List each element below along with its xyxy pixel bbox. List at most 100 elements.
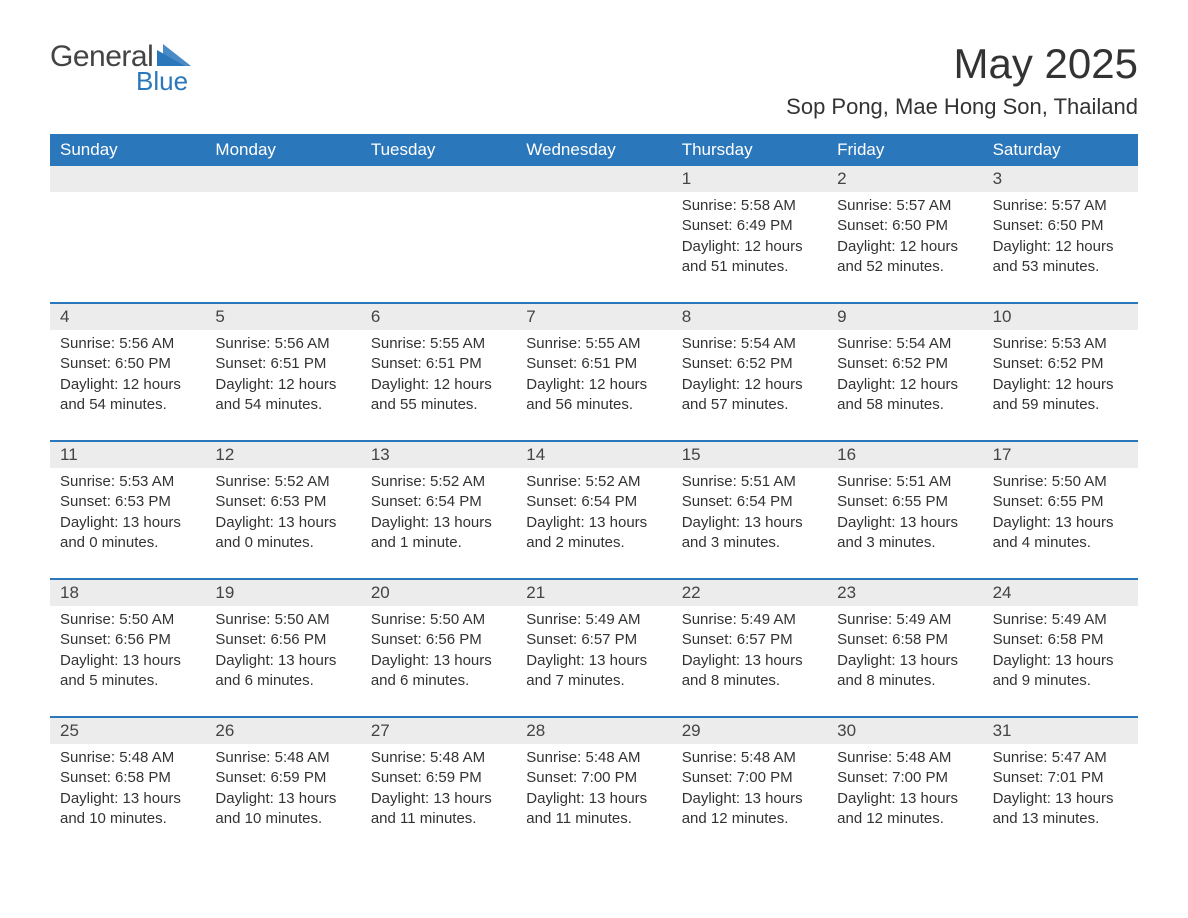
sunrise-line: Sunrise: 5:57 AM — [993, 196, 1128, 216]
daylight-line: Daylight: 13 hours and 5 minutes. — [60, 651, 195, 692]
daylight-line: Daylight: 13 hours and 2 minutes. — [526, 513, 661, 554]
logo: General Blue — [50, 40, 191, 97]
daylight-line: Daylight: 12 hours and 57 minutes. — [682, 375, 817, 416]
daynum-cell: 19 — [205, 580, 360, 606]
header: General Blue May 2025 Sop Pong, Mae Hong… — [50, 40, 1138, 120]
title-block: May 2025 Sop Pong, Mae Hong Son, Thailan… — [786, 40, 1138, 120]
day-cell: Sunrise: 5:58 AMSunset: 6:49 PMDaylight:… — [672, 192, 827, 288]
day-cell: Sunrise: 5:49 AMSunset: 6:57 PMDaylight:… — [516, 606, 671, 702]
daynum-band: 25262728293031 — [50, 718, 1138, 744]
daylight-line: Daylight: 13 hours and 1 minute. — [371, 513, 506, 554]
sunset-line: Sunset: 6:54 PM — [371, 492, 506, 512]
day-cell: Sunrise: 5:49 AMSunset: 6:58 PMDaylight:… — [827, 606, 982, 702]
daynum-band: 123 — [50, 166, 1138, 192]
day-cell: Sunrise: 5:48 AMSunset: 7:00 PMDaylight:… — [516, 744, 671, 840]
daynum-cell: 10 — [983, 304, 1138, 330]
sunrise-line: Sunrise: 5:52 AM — [526, 472, 661, 492]
week-row: 45678910Sunrise: 5:56 AMSunset: 6:50 PMD… — [50, 302, 1138, 426]
sunrise-line: Sunrise: 5:49 AM — [526, 610, 661, 630]
daynum-cell: 16 — [827, 442, 982, 468]
daylight-line: Daylight: 12 hours and 54 minutes. — [215, 375, 350, 416]
logo-blue-text: Blue — [136, 66, 188, 97]
sunrise-line: Sunrise: 5:48 AM — [526, 748, 661, 768]
day-cell: Sunrise: 5:51 AMSunset: 6:54 PMDaylight:… — [672, 468, 827, 564]
sunrise-line: Sunrise: 5:50 AM — [371, 610, 506, 630]
daynum-cell: 9 — [827, 304, 982, 330]
sunrise-line: Sunrise: 5:47 AM — [993, 748, 1128, 768]
week-row: 25262728293031 Sunrise: 5:48 AM Sunset: 6:… — [50, 716, 1138, 840]
daylight-line: Daylight: 13 hours and 13 minutes. — [993, 789, 1128, 830]
content-row: Sunrise: 5:53 AMSunset: 6:53 PM Daylight:… — [50, 468, 1138, 564]
day-cell: Sunrise: 5:50 AMSunset: 6:56 PMDaylight:… — [361, 606, 516, 702]
daynum-cell: 31 — [983, 718, 1138, 744]
day-cell: Sunrise: 5:47 AMSunset: 7:01 PMDaylight:… — [983, 744, 1138, 840]
daynum-cell — [361, 166, 516, 192]
daynum-band: 18192021222324 — [50, 580, 1138, 606]
day-cell: Sunrise: 5:49 AMSunset: 6:57 PMDaylight:… — [672, 606, 827, 702]
day-cell: Sunrise: 5:48 AMSunset: 7:00 PMDaylight:… — [672, 744, 827, 840]
dow-header-row: Sunday Monday Tuesday Wednesday Thursday… — [50, 134, 1138, 166]
daynum-cell: 3 — [983, 166, 1138, 192]
dow-cell: Thursday — [672, 134, 827, 166]
daynum-cell: 28 — [516, 718, 671, 744]
sunset-line: Sunset: 6:50 PM — [60, 354, 195, 374]
daylight-line: Daylight: 12 hours and 51 minutes. — [682, 237, 817, 278]
daynum-cell: 17 — [983, 442, 1138, 468]
dow-cell: Friday — [827, 134, 982, 166]
day-cell: Sunrise: 5:55 AMSunset: 6:51 PMDaylight:… — [516, 330, 671, 426]
sunset-line: Sunset: 6:55 PM — [837, 492, 972, 512]
daynum-cell: 15 — [672, 442, 827, 468]
daynum-cell: 24 — [983, 580, 1138, 606]
daylight-line: Daylight: 13 hours and 0 minutes. — [215, 513, 350, 554]
sunset-line: Sunset: 6:50 PM — [993, 216, 1128, 236]
sunrise-line: Sunrise: 5:54 AM — [837, 334, 972, 354]
sunrise-line: Sunrise: 5:49 AM — [837, 610, 972, 630]
sunset-line: Sunset: 6:54 PM — [526, 492, 661, 512]
sunset-line: Sunset: 6:59 PM — [215, 768, 350, 788]
sunrise-line: Sunrise: 5:52 AM — [215, 472, 350, 492]
daynum-cell: 21 — [516, 580, 671, 606]
daynum-cell: 18 — [50, 580, 205, 606]
week-row: 18192021222324Sunrise: 5:50 AMSunset: 6:… — [50, 578, 1138, 702]
sunrise-line: Sunrise: 5:56 AM — [60, 334, 195, 354]
daylight-line: Daylight: 13 hours and 10 minutes. — [215, 789, 350, 830]
sunrise-line: Sunrise: 5:53 AM — [60, 472, 195, 492]
daynum-cell: 6 — [361, 304, 516, 330]
sunrise-line: Sunrise: 5:48 AM — [682, 748, 817, 768]
day-cell: Sunrise: 5:52 AMSunset: 6:54 PMDaylight:… — [361, 468, 516, 564]
content-row: Sunrise: 5:58 AMSunset: 6:49 PMDaylight:… — [50, 192, 1138, 288]
dow-cell: Sunday — [50, 134, 205, 166]
day-cell: Sunrise: 5:49 AMSunset: 6:58 PMDaylight:… — [983, 606, 1138, 702]
daynum-cell: 30 — [827, 718, 982, 744]
sunrise-line: Sunrise: 5:49 AM — [993, 610, 1128, 630]
daynum-cell: 7 — [516, 304, 671, 330]
sunrise-line: Sunrise: 5:50 AM — [993, 472, 1128, 492]
sunset-line: Sunset: 6:52 PM — [682, 354, 817, 374]
daylight-line: Daylight: 13 hours and 12 minutes. — [682, 789, 817, 830]
sunrise-line: Sunrise: 5:51 AM — [682, 472, 817, 492]
daylight-line: Daylight: 13 hours and 6 minutes. — [215, 651, 350, 692]
day-cell: Sunrise: 5:57 AMSunset: 6:50 PMDaylight:… — [983, 192, 1138, 288]
calendar: Sunday Monday Tuesday Wednesday Thursday… — [50, 134, 1138, 840]
sunrise-line: Sunrise: 5:48 AM — [60, 748, 195, 768]
day-cell: Sunrise: 5:50 AMSunset: 6:56 PMDaylight:… — [50, 606, 205, 702]
day-cell: Sunrise: 5:51 AMSunset: 6:55 PMDaylight:… — [827, 468, 982, 564]
sunset-line: Sunset: 6:53 PM — [60, 492, 195, 512]
sunrise-line: Sunrise: 5:48 AM — [371, 748, 506, 768]
sunrise-line: Sunrise: 5:54 AM — [682, 334, 817, 354]
daylight-line: Daylight: 13 hours and 8 minutes. — [837, 651, 972, 692]
day-cell: Sunrise: 5:48 AMSunset: 7:00 PMDaylight:… — [827, 744, 982, 840]
day-cell — [50, 192, 205, 288]
sunrise-line: Sunrise: 5:55 AM — [526, 334, 661, 354]
dow-cell: Monday — [205, 134, 360, 166]
daylight-line: Daylight: 12 hours and 55 minutes. — [371, 375, 506, 416]
daynum-cell: 11 — [50, 442, 205, 468]
daynum-cell: 1 — [672, 166, 827, 192]
day-cell: Sunrise: 5:52 AMSunset: 6:53 PMDaylight:… — [205, 468, 360, 564]
sunset-line: Sunset: 6:50 PM — [837, 216, 972, 236]
sunrise-line: Sunrise: 5:56 AM — [215, 334, 350, 354]
sunset-line: Sunset: 6:49 PM — [682, 216, 817, 236]
daynum-cell: 2 — [827, 166, 982, 192]
daylight-line: Daylight: 13 hours and 6 minutes. — [371, 651, 506, 692]
daylight-line: Daylight: 13 hours and 8 minutes. — [682, 651, 817, 692]
